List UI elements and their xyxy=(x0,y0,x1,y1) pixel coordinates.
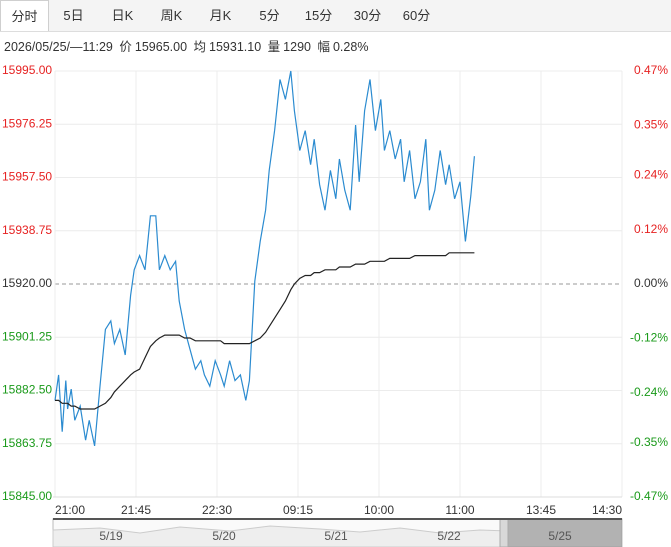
series-line xyxy=(54,70,475,447)
tab[interactable]: 分时 xyxy=(0,0,49,31)
info-value: 0.28% xyxy=(332,40,369,54)
tab[interactable]: 月K xyxy=(209,8,232,23)
tab[interactable]: 日K xyxy=(111,8,134,23)
y2-tick-label: -0.24% xyxy=(630,385,668,399)
y-tick-label: 15882.50 xyxy=(2,383,52,397)
navigator-label: 5/22 xyxy=(437,529,461,543)
x-tick-label: 14:30 xyxy=(592,503,622,517)
info-time: 2026/05/25/—11:29 xyxy=(4,40,113,54)
y-tick-label: 15863.75 xyxy=(2,436,52,450)
y-tick-label: 15845.00 xyxy=(2,489,52,503)
navigator-handle[interactable] xyxy=(499,518,509,547)
info-value: 15931.10 xyxy=(209,40,262,54)
navigator-label: 5/25 xyxy=(548,529,572,543)
tab[interactable]: 5日 xyxy=(63,8,84,23)
y2-tick-label: 0.24% xyxy=(634,167,668,181)
info-value: 15965.00 xyxy=(134,40,188,54)
x-tick-label: 10:00 xyxy=(364,503,394,517)
tab-bar: 分时 5日 日K 周K 月K 5分 15分 30分 60分 xyxy=(0,0,671,32)
x-tick-label: 21:45 xyxy=(121,503,151,517)
navigator-label: 5/21 xyxy=(324,529,348,543)
y-tick-label: 15976.25 xyxy=(2,116,52,130)
info-label: 价 xyxy=(119,40,132,54)
y-tick-label: 15957.50 xyxy=(2,170,52,184)
navigator-label: 5/20 xyxy=(212,529,236,543)
info-label: 均 xyxy=(193,40,207,54)
y2-tick-label: -0.47% xyxy=(630,489,668,503)
x-tick-label: 21:00 xyxy=(55,503,85,517)
y2-tick-label: 0.47% xyxy=(634,63,668,77)
y-tick-label: 15995.00 xyxy=(2,63,52,77)
tab[interactable]: 15分 xyxy=(304,8,333,23)
y2-tick-label: 0.35% xyxy=(634,118,668,132)
y2-tick-label: -0.12% xyxy=(630,331,668,345)
y-tick-label: 15920.00 xyxy=(2,276,52,290)
info-label: 量 xyxy=(267,40,281,54)
series-line xyxy=(55,252,475,410)
info-value: 1290 xyxy=(283,40,311,54)
x-tick-label: 13:45 xyxy=(526,503,556,517)
tab[interactable]: 5分 xyxy=(259,8,280,23)
y-tick-label: 15938.75 xyxy=(2,223,52,237)
tab[interactable]: 30分 xyxy=(353,8,382,23)
tab[interactable]: 周K xyxy=(160,8,183,23)
y2-tick-label: 0.00% xyxy=(634,276,668,290)
y2-tick-label: -0.35% xyxy=(630,435,668,449)
x-tick-label: 09:15 xyxy=(283,503,313,517)
navigator-window[interactable] xyxy=(508,519,622,547)
tab[interactable]: 60分 xyxy=(402,8,431,23)
x-tick-label: 11:00 xyxy=(445,503,474,517)
navigator-label: 5/19 xyxy=(99,529,123,543)
y2-tick-label: 0.12% xyxy=(634,222,668,236)
y-tick-label: 15901.25 xyxy=(2,329,52,343)
info-label: 幅 xyxy=(317,40,330,54)
x-tick-label: 22:30 xyxy=(202,503,232,517)
